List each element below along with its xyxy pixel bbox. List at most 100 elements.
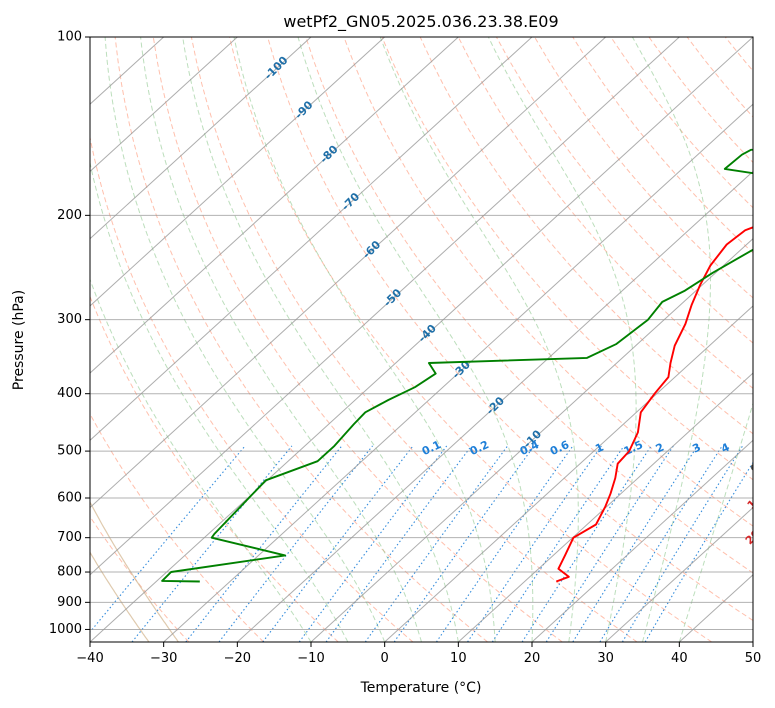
isotherm-line [90,37,533,442]
mixing-ratio-label: 0.6 [548,438,571,458]
isotherm-line [90,37,459,374]
isotherm-line [90,37,753,642]
y-tick-label: 700 [57,530,82,545]
mixing-ratio-label: 2 [654,441,666,456]
y-tick-label: 900 [57,595,82,610]
moist-adiabat-line [140,37,422,642]
temperature-profile-line [555,226,753,583]
mixing-ratio-line [262,445,414,642]
moist-adiabat-line [297,37,534,642]
isotherm-line [90,37,680,576]
moist-adiabat-line [631,37,711,642]
mixing-ratio-line [599,445,723,642]
dry-adiabat-line [534,37,753,299]
dry-adiabat-line [267,37,753,622]
dry-adiabat-line [152,37,563,642]
x-tick-label: 40 [671,651,688,666]
pressure-gridlines [90,37,753,630]
dry-adiabat-line [343,37,753,527]
x-tick-label: 10 [450,651,467,666]
dry-adiabat-line [90,412,264,642]
dewpoint-profile-line [161,148,753,583]
dry-adiabats [90,37,753,642]
mixing-ratio-line [545,445,674,642]
mixing-ratio-line [435,445,574,642]
isotherm-line [90,37,238,173]
mixing-ratio-label: 0.2 [468,438,491,458]
sounding-series [161,148,753,583]
dry-adiabat-label: 10 [745,492,765,512]
isotherm-line [90,37,607,509]
mixing-ratio-line [325,445,472,642]
mixing-ratio-label: 4 [719,440,732,455]
theta-e-curve [90,500,179,642]
mixing-ratio-label: 6 [755,440,768,455]
moist-adiabat-line [487,37,637,642]
dry-adiabat-line [90,515,190,642]
mixing-ratio-line [572,445,699,642]
x-tick-label: −10 [297,651,324,666]
isotherm-label: -100 [262,53,291,82]
moist-adiabat-line [233,37,496,642]
y-tick-label: 100 [57,30,82,45]
theta-e-curve [90,551,150,642]
mixing-ratio-line [644,461,753,642]
plot-area: -100-90-80-70-60-50-40-30-20-100.1 0.2 0.4… [90,37,775,642]
dry-adiabat-line [610,37,753,209]
y-tick-label: 500 [57,444,82,459]
dry-adiabat-line [381,37,753,481]
dry-adiabat-line [686,37,753,118]
theta-e-curves [90,500,179,642]
mixing-ratio-line [131,445,293,642]
mixing-ratio-label: 0.1 [420,438,443,458]
x-axis-label: Temperature (°C) [360,680,482,696]
mixing-ratio-line [90,445,246,633]
chart-line-labels: -100-90-80-70-60-50-40-30-20-100.1 0.2 0.4… [262,53,775,603]
moist-adiabat-line [379,37,579,642]
moist-adiabat-line [90,160,349,642]
dry-adiabat-label: 40 [763,583,775,603]
mixing-ratio-line [185,445,343,642]
isotherm-line [90,37,312,240]
mixing-ratio-line [298,445,448,642]
plot-frame [89,36,754,643]
mixing-ratio-lines [90,445,753,642]
moist-adiabat-line [104,37,386,642]
chart-title: wetPf2_GN05.2025.036.23.38.E09 [283,12,558,32]
dry-adiabat-line [90,295,339,642]
dry-adiabat-label: 30 [751,557,771,577]
mixing-ratio-line [393,445,535,642]
x-tick-label: −20 [224,651,251,666]
mixing-ratio-label: 1 [593,441,605,456]
y-axis-label: Pressure (hPa) [11,290,27,390]
isotherm-line [163,103,753,642]
dry-adiabat-line [572,37,753,254]
dry-adiabat-line [457,37,753,389]
moist-adiabat-line [678,401,753,642]
mixing-ratio-label: 3 [690,441,702,456]
mixing-ratio-line [467,445,602,642]
isotherm-line [384,305,753,642]
dry-adiabat-line [724,37,753,72]
x-tick-label: 20 [524,651,541,666]
x-axis-ticks: −40 −30 −20 −10 0 10 20 30 40 50 [76,642,761,666]
moist-adiabat-line [182,37,459,642]
isotherm-line [605,506,753,642]
dry-adiabat-line [190,37,638,642]
x-tick-label: 0 [381,651,389,666]
mixing-ratio-line [364,445,509,642]
moist-adiabats [90,37,753,642]
dry-adiabat-line [419,37,753,435]
dry-adiabat-label: 20 [743,527,763,547]
mixing-ratio-line [491,445,625,642]
y-tick-label: 400 [57,386,82,401]
x-tick-label: −40 [76,651,103,666]
x-tick-label: 50 [745,651,762,666]
mixing-ratio-line [521,445,652,642]
isotherm-line [90,37,386,307]
y-tick-label: 200 [57,208,82,223]
dry-adiabat-line [305,37,753,574]
isotherm-line [531,439,753,642]
isotherm-line [236,170,753,642]
